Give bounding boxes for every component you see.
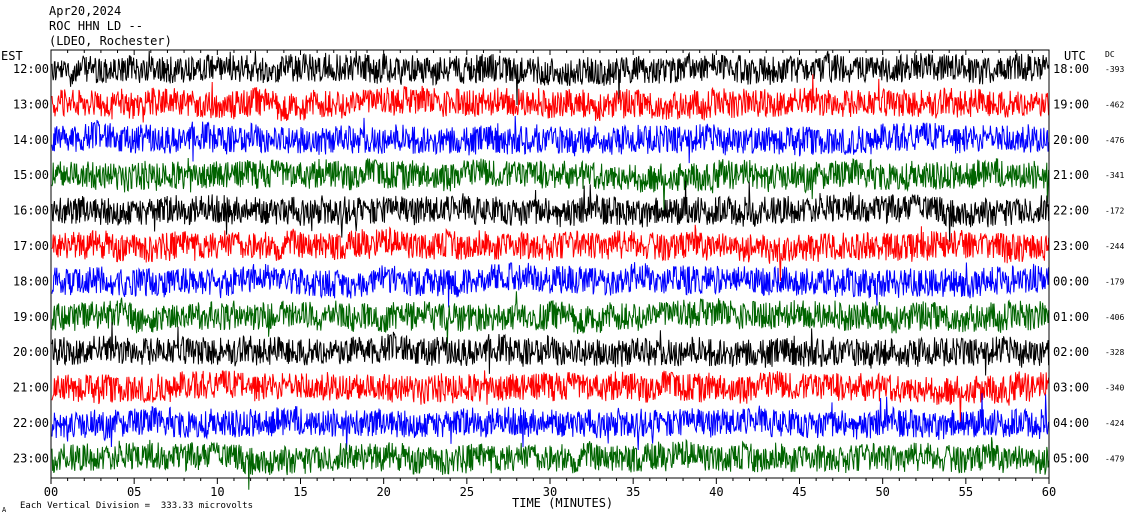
est-hour-label: 22:00 xyxy=(13,416,49,430)
scale-text: Each Vertical Division = 333.33 microvol… xyxy=(20,501,253,511)
x-tick-label: 15 xyxy=(293,485,307,499)
trace-1200 xyxy=(51,50,1050,106)
dc-offset-label: -244 xyxy=(1105,242,1124,251)
est-hour-label: 12:00 xyxy=(13,62,49,76)
trace-1900 xyxy=(51,291,1050,344)
x-tick-label: 35 xyxy=(626,485,640,499)
utc-hour-label: 23:00 xyxy=(1053,239,1089,253)
row-labels: 12:00 18:00 -393 13:00 19:00 -462 14:00 20:00 -4… xyxy=(13,62,1125,465)
est-hour-label: 19:00 xyxy=(13,310,49,324)
traces-group xyxy=(51,50,1050,490)
est-hour-label: 18:00 xyxy=(13,274,49,288)
utc-hour-label: 18:00 xyxy=(1053,62,1089,76)
x-tick-label: 60 xyxy=(1042,485,1056,499)
trace-2300 xyxy=(51,437,1050,490)
x-tick-label: 05 xyxy=(127,485,141,499)
x-tick-label: 45 xyxy=(792,485,806,499)
est-hour-label: 20:00 xyxy=(13,345,49,359)
trace-2200 xyxy=(51,393,1050,451)
trace-1800 xyxy=(51,262,1050,308)
utc-hour-label: 19:00 xyxy=(1053,97,1089,111)
x-tick-label: 00 xyxy=(44,485,58,499)
x-tick-label: 10 xyxy=(210,485,224,499)
dc-offset-label: -424 xyxy=(1105,419,1124,428)
utc-hour-label: 03:00 xyxy=(1053,381,1089,395)
x-tick-label: 50 xyxy=(875,485,889,499)
x-tick-label: 25 xyxy=(460,485,474,499)
corner-mark: A xyxy=(2,506,7,514)
trace-1600 xyxy=(51,180,1050,242)
dc-offset-label: -479 xyxy=(1105,454,1124,463)
dc-label: DC xyxy=(1105,50,1115,59)
utc-hour-label: 01:00 xyxy=(1053,310,1089,324)
dc-offset-label: -172 xyxy=(1105,207,1124,216)
dc-offset-label: -406 xyxy=(1105,313,1124,322)
utc-hour-label: 00:00 xyxy=(1053,274,1089,288)
utc-hour-label: 02:00 xyxy=(1053,345,1089,359)
x-tick-label: 30 xyxy=(543,485,557,499)
network-label: (LDEO, Rochester) xyxy=(49,34,172,48)
trace-1300 xyxy=(51,74,1050,123)
dc-offset-label: -341 xyxy=(1105,171,1124,180)
est-hour-label: 21:00 xyxy=(13,381,49,395)
dc-offset-label: -328 xyxy=(1105,348,1124,357)
est-hour-label: 14:00 xyxy=(13,133,49,147)
dc-offset-label: -476 xyxy=(1105,136,1124,145)
x-tick-label: 20 xyxy=(376,485,390,499)
est-hour-label: 16:00 xyxy=(13,204,49,218)
dc-offset-label: -179 xyxy=(1105,277,1124,286)
left-timezone-label: EST xyxy=(1,49,23,63)
dc-offset-label: -340 xyxy=(1105,384,1124,393)
trace-2100 xyxy=(51,370,1050,423)
est-hour-label: 23:00 xyxy=(13,451,49,465)
utc-hour-label: 20:00 xyxy=(1053,133,1089,147)
est-hour-label: 15:00 xyxy=(13,168,49,182)
station-label: ROC HHN LD -- xyxy=(49,19,143,33)
utc-hour-label: 22:00 xyxy=(1053,204,1089,218)
trace-1700 xyxy=(51,224,1050,282)
date-label: Apr20,2024 xyxy=(49,4,122,18)
trace-1500 xyxy=(51,157,1050,211)
x-tick-label: 55 xyxy=(959,485,973,499)
utc-hour-label: 21:00 xyxy=(1053,168,1089,182)
x-axis: 00 05 10 15 20 25 30 35 40 45 50 55 60 xyxy=(44,50,1056,499)
x-axis-title: TIME (MINUTES) xyxy=(512,496,614,510)
dc-offset-label: -393 xyxy=(1105,65,1124,74)
utc-hour-label: 04:00 xyxy=(1053,416,1089,430)
right-timezone-label: UTC xyxy=(1064,49,1086,63)
x-tick-label: 40 xyxy=(709,485,723,499)
est-hour-label: 13:00 xyxy=(13,97,49,111)
est-hour-label: 17:00 xyxy=(13,239,49,253)
trace-1400 xyxy=(51,115,1050,164)
dc-offset-label: -462 xyxy=(1105,100,1124,109)
utc-hour-label: 05:00 xyxy=(1053,451,1089,465)
trace-2000 xyxy=(51,322,1050,376)
